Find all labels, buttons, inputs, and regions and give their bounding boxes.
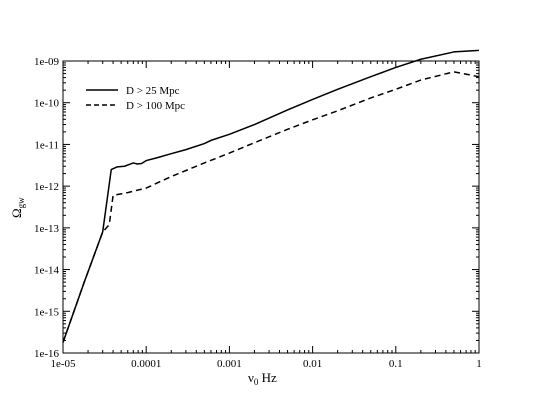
y-tick-label: 1e-09 bbox=[34, 56, 60, 68]
y-tick-label: 1e-11 bbox=[34, 139, 59, 151]
ticks bbox=[62, 60, 480, 354]
x-tick-label: 0.001 bbox=[217, 358, 242, 370]
x-tick-label: 1e-05 bbox=[50, 358, 76, 370]
y-tick-label: 1e-16 bbox=[34, 348, 60, 360]
plot-frame bbox=[62, 60, 480, 354]
series-line-d-25 bbox=[62, 49, 480, 343]
x-tick-label: 0.1 bbox=[389, 358, 403, 370]
y-tick-label: 1e-12 bbox=[34, 181, 59, 193]
y-axis-title-sub: gw bbox=[16, 197, 26, 209]
x-tick-label: 1 bbox=[476, 358, 482, 370]
legend-label-d-25: D > 25 Mpc bbox=[126, 85, 180, 97]
y-tick-label: 1e-15 bbox=[34, 306, 60, 318]
x-axis-title-main: ν bbox=[248, 370, 254, 385]
series-lines bbox=[62, 49, 480, 343]
x-tick-label: 0.01 bbox=[303, 358, 322, 370]
y-tick-label: 1e-10 bbox=[34, 98, 60, 110]
y-axis-title: Ωgw bbox=[9, 197, 26, 218]
x-tick-label: 0.0001 bbox=[131, 358, 161, 370]
y-axis-title-main: Ω bbox=[9, 208, 24, 218]
x-axis-title: ν0 Hz bbox=[248, 370, 277, 387]
legend: D > 25 Mpc D > 100 Mpc bbox=[86, 85, 185, 112]
y-tick-label: 1e-14 bbox=[34, 265, 60, 277]
legend-label-d-100: D > 100 Mpc bbox=[126, 100, 185, 112]
x-axis-title-rest: Hz bbox=[258, 370, 277, 385]
x-axis-title-sub: 0 bbox=[254, 377, 259, 387]
series-line-d-100 bbox=[62, 71, 480, 343]
y-tick-label: 1e-13 bbox=[34, 223, 60, 235]
tick-labels: 1e-05 0.0001 0.001 0.01 0.1 1 1e-16 1e-15 1e-14 1… bbox=[34, 56, 482, 370]
